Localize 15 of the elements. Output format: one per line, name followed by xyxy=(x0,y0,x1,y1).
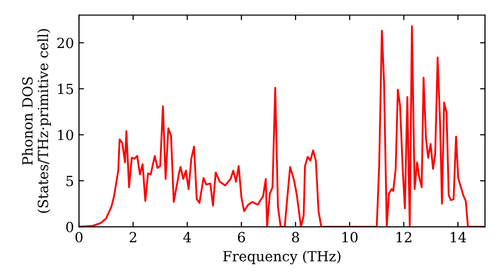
x-tick-label: 2 xyxy=(130,232,136,242)
y-tick-label: 5 xyxy=(66,176,74,186)
x-axis-title: Frequency (THz) xyxy=(223,250,340,264)
x-tick-label: 14 xyxy=(450,232,466,242)
x-tick-label: 8 xyxy=(292,232,300,242)
y-axis-title: Phonon DOS (States/THz·primitive cell) xyxy=(22,29,51,213)
x-tick-label: 10 xyxy=(342,232,358,242)
y-tick-label: 0 xyxy=(66,222,74,232)
y-tick-label: 20 xyxy=(57,38,74,48)
x-tick-label: 12 xyxy=(396,232,412,242)
x-tick-label: 4 xyxy=(183,232,191,242)
x-tick-label: 6 xyxy=(238,232,245,242)
y-tick-label: 10 xyxy=(58,130,74,140)
y-tick-label: 15 xyxy=(58,84,74,94)
x-tick-label: 0 xyxy=(75,232,82,242)
